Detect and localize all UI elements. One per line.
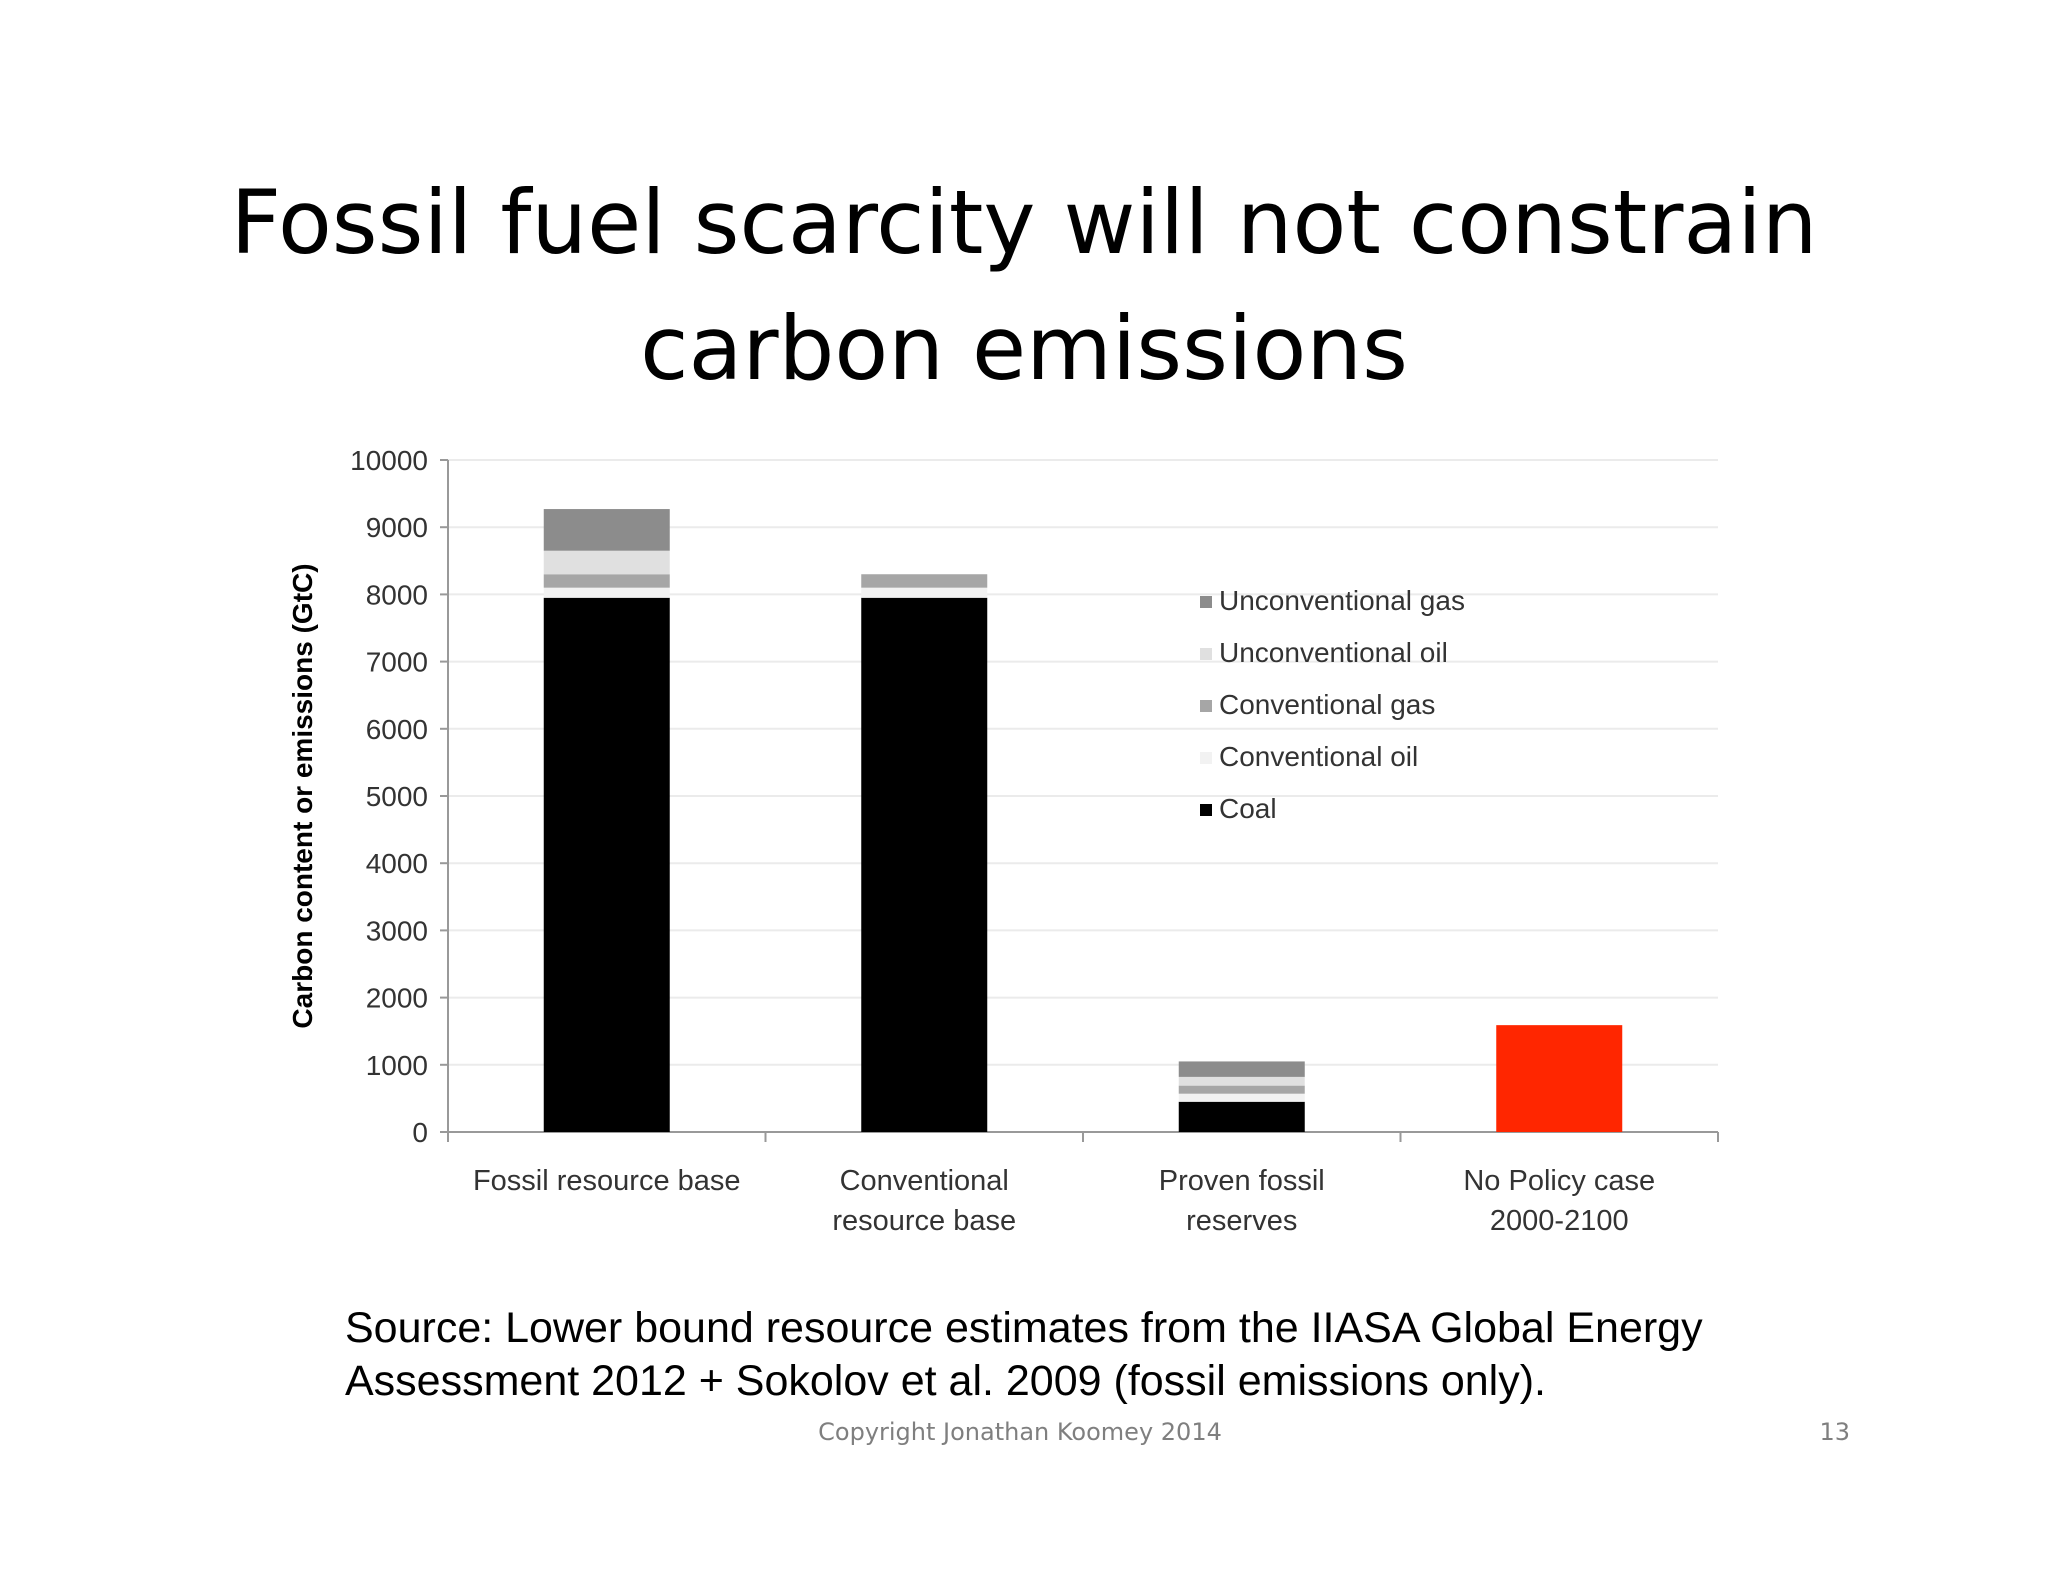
y-axis-title: Carbon content or emissions (GtC) bbox=[287, 563, 318, 1028]
bar-segment bbox=[861, 574, 988, 588]
bar-segment bbox=[543, 574, 670, 588]
y-tick-label: 5000 bbox=[366, 781, 428, 812]
x-category-label: Fossil resource base bbox=[473, 1165, 741, 1197]
legend-label: Conventional oil bbox=[1219, 741, 1418, 772]
y-tick-label: 7000 bbox=[366, 647, 428, 678]
x-category-label: 2000-2100 bbox=[1490, 1205, 1629, 1237]
bar-segment bbox=[1178, 1101, 1305, 1132]
y-tick-label: 8000 bbox=[366, 579, 428, 610]
slide-title: Fossil fuel scarcity will not constrain … bbox=[0, 160, 2048, 412]
x-category-label: No Policy case bbox=[1463, 1165, 1655, 1197]
bar-segment bbox=[543, 509, 670, 551]
x-category-label: Conventional bbox=[840, 1165, 1009, 1197]
slide-title-line-2: carbon emissions bbox=[640, 297, 1408, 400]
y-tick-label: 10000 bbox=[350, 445, 428, 476]
legend-swatch bbox=[1200, 596, 1212, 608]
x-category-label: resource base bbox=[832, 1205, 1016, 1237]
bar-segment bbox=[543, 597, 670, 1132]
y-tick-label: 6000 bbox=[366, 714, 428, 745]
bar-segment bbox=[1178, 1085, 1305, 1094]
slide-title-line-1: Fossil fuel scarcity will not constrain bbox=[230, 171, 1818, 274]
legend-swatch bbox=[1200, 700, 1212, 712]
page-number: 13 bbox=[1819, 1418, 1850, 1446]
y-tick-label: 1000 bbox=[366, 1050, 428, 1081]
bar-segment bbox=[543, 550, 670, 575]
source-line-1: Source: Lower bound resource estimates f… bbox=[345, 1304, 1703, 1352]
x-category-label: reserves bbox=[1186, 1205, 1297, 1237]
bar-segment bbox=[1178, 1093, 1305, 1102]
legend-label: Conventional gas bbox=[1219, 689, 1435, 720]
bar-segment bbox=[861, 587, 988, 598]
legend-label: Unconventional gas bbox=[1219, 585, 1465, 616]
y-tick-label: 0 bbox=[412, 1117, 428, 1148]
x-category-label: Proven fossil bbox=[1159, 1165, 1325, 1197]
legend-label: Unconventional oil bbox=[1219, 637, 1448, 668]
y-tick-label: 3000 bbox=[366, 915, 428, 946]
copyright-footer: Copyright Jonathan Koomey 2014 bbox=[818, 1418, 1222, 1446]
bar-segment bbox=[861, 597, 988, 1132]
y-tick-label: 4000 bbox=[366, 848, 428, 879]
bar-segment bbox=[1496, 1025, 1623, 1132]
bar-segment bbox=[1178, 1076, 1305, 1086]
source-note: Source: Lower bound resource estimates f… bbox=[345, 1302, 1925, 1408]
source-line-2: Assessment 2012 + Sokolov et al. 2009 (f… bbox=[345, 1357, 1546, 1405]
y-tick-label: 9000 bbox=[366, 512, 428, 543]
legend-swatch bbox=[1200, 752, 1212, 764]
legend-swatch bbox=[1200, 804, 1212, 816]
legend-label: Coal bbox=[1219, 793, 1277, 824]
legend-swatch bbox=[1200, 648, 1212, 660]
y-tick-label: 2000 bbox=[366, 983, 428, 1014]
bar-segment bbox=[543, 587, 670, 598]
bar-segment bbox=[1178, 1061, 1305, 1077]
